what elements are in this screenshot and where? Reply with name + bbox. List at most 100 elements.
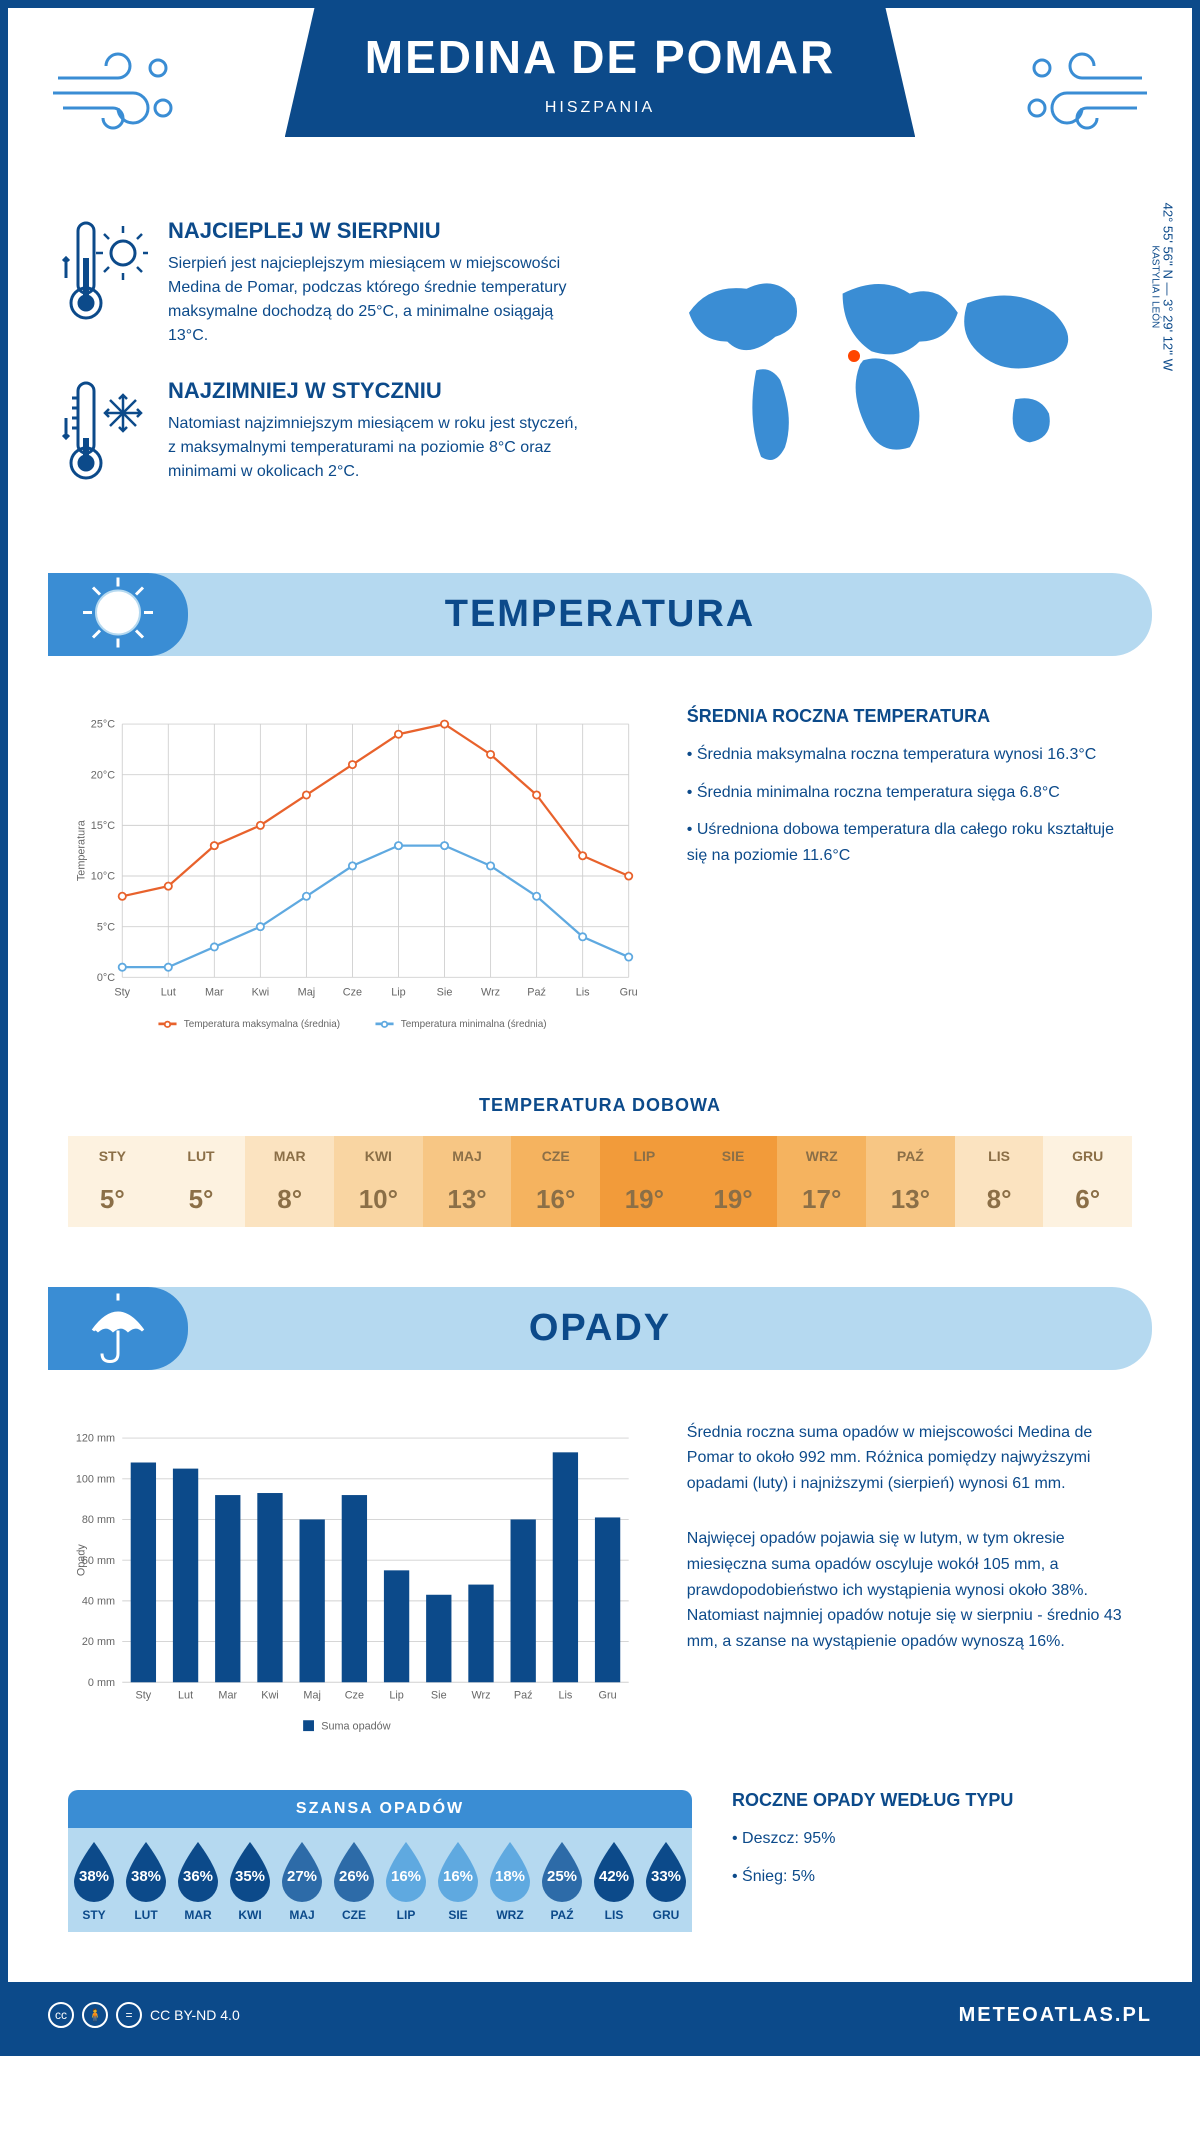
daily-temp-cell: LUT 5°: [157, 1136, 246, 1227]
svg-text:Maj: Maj: [303, 1689, 320, 1701]
rain-chance-cell: 16% LIP: [380, 1838, 432, 1922]
rain-chance-cell: 38% LUT: [120, 1838, 172, 1922]
svg-text:Kwi: Kwi: [261, 1689, 278, 1701]
svg-text:15°C: 15°C: [91, 820, 115, 832]
precipitation-bar-chart: 0 mm20 mm40 mm60 mm80 mm100 mm120 mmOpad…: [68, 1420, 647, 1751]
svg-text:Gru: Gru: [620, 986, 638, 998]
svg-text:20 mm: 20 mm: [82, 1636, 115, 1648]
temperature-line-chart: 0°C5°C10°C15°C20°C25°CStyLutMarKwiMajCze…: [68, 706, 647, 1055]
svg-text:Sie: Sie: [431, 1689, 447, 1701]
coldest-title: NAJZIMNIEJ W STYCZNIU: [168, 378, 580, 404]
license: cc 🧍 = CC BY-ND 4.0: [48, 2002, 240, 2028]
svg-text:Mar: Mar: [218, 1689, 237, 1701]
precipitation-title: OPADY: [48, 1307, 1152, 1350]
temperature-averages: ŚREDNIA ROCZNA TEMPERATURA • Średnia mak…: [687, 706, 1132, 1055]
svg-text:Sie: Sie: [437, 986, 453, 998]
temperature-title: TEMPERATURA: [48, 593, 1152, 636]
precipitation-chart-row: 0 mm20 mm40 mm60 mm80 mm100 mm120 mmOpad…: [8, 1400, 1192, 1771]
svg-text:Lis: Lis: [576, 986, 590, 998]
warmest-text: Sierpień jest najcieplejszym miesiącem w…: [168, 252, 580, 348]
rain-chance-cell: 25% PAŹ: [536, 1838, 588, 1922]
svg-text:Temperatura maksymalna (średni: Temperatura maksymalna (średnia): [184, 1019, 340, 1030]
svg-text:Lip: Lip: [389, 1689, 403, 1701]
svg-text:100 mm: 100 mm: [76, 1473, 115, 1485]
svg-text:0°C: 0°C: [97, 972, 115, 984]
svg-text:Sty: Sty: [114, 986, 130, 998]
svg-text:Gru: Gru: [599, 1689, 617, 1701]
rain-chance-cell: 18% WRZ: [484, 1838, 536, 1922]
daily-temperature-table: TEMPERATURA DOBOWA STY 5° LUT 5° MAR 8° …: [8, 1075, 1192, 1267]
thermometer-sun-icon: [58, 218, 148, 348]
precipitation-section-header: OPADY: [48, 1287, 1152, 1370]
svg-text:120 mm: 120 mm: [76, 1432, 115, 1444]
svg-text:0 mm: 0 mm: [88, 1677, 115, 1689]
svg-text:Lis: Lis: [558, 1689, 572, 1701]
rain-chance-cell: 33% GRU: [640, 1838, 692, 1922]
svg-text:25°C: 25°C: [91, 719, 115, 731]
rain-chance-cell: 35% KWI: [224, 1838, 276, 1922]
svg-text:Sty: Sty: [136, 1689, 152, 1701]
footer: cc 🧍 = CC BY-ND 4.0 METEOATLAS.PL: [8, 1982, 1192, 2048]
svg-text:Paź: Paź: [527, 986, 546, 998]
umbrella-icon: [78, 1286, 158, 1371]
svg-text:Lip: Lip: [391, 986, 405, 998]
precipitation-text: Średnia roczna suma opadów w miejscowośc…: [687, 1420, 1132, 1751]
daily-temp-cell: LIS 8°: [955, 1136, 1044, 1227]
temperature-section-header: TEMPERATURA: [48, 573, 1152, 656]
climate-summary-row: NAJCIEPLEJ W SIERPNIU Sierpień jest najc…: [8, 188, 1192, 553]
by-icon: 🧍: [82, 2002, 108, 2028]
wind-icon: [1012, 38, 1152, 138]
daily-temp-cell: GRU 6°: [1043, 1136, 1132, 1227]
svg-text:Suma opadów: Suma opadów: [321, 1720, 390, 1732]
svg-text:Cze: Cze: [343, 986, 362, 998]
svg-text:Cze: Cze: [345, 1689, 364, 1701]
daily-temp-cell: MAR 8°: [245, 1136, 334, 1227]
rain-chance-cell: 16% SIE: [432, 1838, 484, 1922]
svg-text:5°C: 5°C: [97, 921, 115, 933]
rain-type-panel: ROCZNE OPADY WEDŁUG TYPU • Deszcz: 95% •…: [732, 1790, 1132, 1901]
daily-temp-cell: MAJ 13°: [423, 1136, 512, 1227]
svg-text:Lut: Lut: [178, 1689, 193, 1701]
svg-text:Opady: Opady: [75, 1543, 87, 1576]
rain-chance-cell: 38% STY: [68, 1838, 120, 1922]
svg-text:Mar: Mar: [205, 986, 224, 998]
coordinates: 42° 55' 56'' N — 3° 29' 12'' W KASTYLIA …: [1149, 202, 1175, 370]
coldest-block: NAJZIMNIEJ W STYCZNIU Natomiast najzimni…: [58, 378, 580, 493]
coldest-text: Natomiast najzimniejszym miesiącem w rok…: [168, 412, 580, 484]
header: MEDINA DE POMAR HISZPANIA: [8, 8, 1192, 188]
thermometer-snow-icon: [58, 378, 148, 493]
daily-temp-cell: PAŹ 13°: [866, 1136, 955, 1227]
svg-text:Wrz: Wrz: [471, 1689, 490, 1701]
rain-chance-cell: 27% MAJ: [276, 1838, 328, 1922]
city-name: MEDINA DE POMAR: [365, 30, 835, 84]
rain-chance-cell: 42% LIS: [588, 1838, 640, 1922]
daily-temp-cell: KWI 10°: [334, 1136, 423, 1227]
warmest-title: NAJCIEPLEJ W SIERPNIU: [168, 218, 580, 244]
daily-temp-cell: STY 5°: [68, 1136, 157, 1227]
cc-icon: cc: [48, 2002, 74, 2028]
daily-temp-cell: SIE 19°: [689, 1136, 778, 1227]
daily-temp-cell: WRZ 17°: [777, 1136, 866, 1227]
svg-text:40 mm: 40 mm: [82, 1595, 115, 1607]
warmest-block: NAJCIEPLEJ W SIERPNIU Sierpień jest najc…: [58, 218, 580, 348]
rain-chance-cell: 36% MAR: [172, 1838, 224, 1922]
svg-text:Maj: Maj: [298, 986, 315, 998]
svg-text:Temperatura minimalna (średnia: Temperatura minimalna (średnia): [401, 1019, 547, 1030]
daily-temp-cell: LIP 19°: [600, 1136, 689, 1227]
rain-chance-panel: SZANSA OPADÓW 38% STY 38% LUT 36% MAR 35…: [68, 1790, 692, 1932]
nd-icon: =: [116, 2002, 142, 2028]
svg-text:20°C: 20°C: [91, 769, 115, 781]
daily-temp-cell: CZE 16°: [511, 1136, 600, 1227]
infographic-container: MEDINA DE POMAR HISZPANIA: [0, 0, 1200, 2056]
svg-text:Paź: Paź: [514, 1689, 533, 1701]
site-name: METEOATLAS.PL: [959, 2004, 1152, 2027]
svg-text:80 mm: 80 mm: [82, 1514, 115, 1526]
svg-text:10°C: 10°C: [91, 871, 115, 883]
country-name: HISZPANIA: [365, 99, 835, 117]
world-map: 42° 55' 56'' N — 3° 29' 12'' W KASTYLIA …: [620, 218, 1142, 523]
svg-text:Lut: Lut: [161, 986, 176, 998]
temperature-chart-row: 0°C5°C10°C15°C20°C25°CStyLutMarKwiMajCze…: [8, 686, 1192, 1075]
wind-icon: [48, 38, 188, 138]
svg-text:Temperatura: Temperatura: [75, 819, 87, 881]
svg-text:Wrz: Wrz: [481, 986, 500, 998]
